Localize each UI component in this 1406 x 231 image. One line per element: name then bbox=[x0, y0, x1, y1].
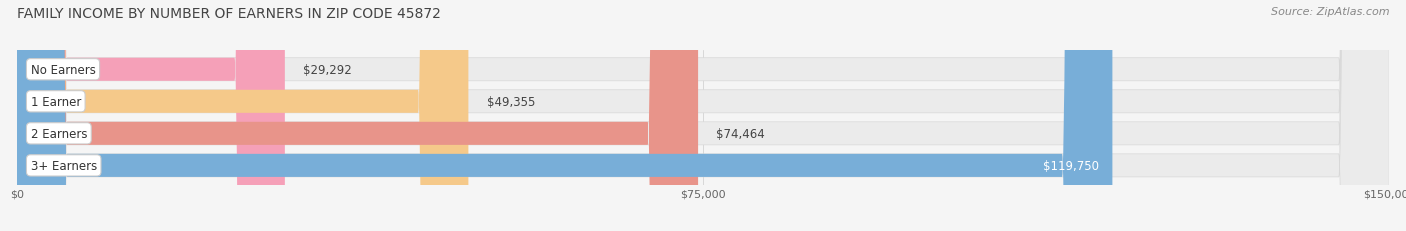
Text: Source: ZipAtlas.com: Source: ZipAtlas.com bbox=[1271, 7, 1389, 17]
FancyBboxPatch shape bbox=[17, 0, 1389, 231]
FancyBboxPatch shape bbox=[17, 0, 1389, 231]
FancyBboxPatch shape bbox=[17, 0, 1389, 231]
FancyBboxPatch shape bbox=[17, 0, 699, 231]
Text: $119,750: $119,750 bbox=[1043, 159, 1098, 172]
Text: No Earners: No Earners bbox=[31, 64, 96, 76]
Text: 1 Earner: 1 Earner bbox=[31, 95, 82, 108]
FancyBboxPatch shape bbox=[17, 0, 1112, 231]
Text: 3+ Earners: 3+ Earners bbox=[31, 159, 97, 172]
FancyBboxPatch shape bbox=[17, 0, 468, 231]
FancyBboxPatch shape bbox=[17, 0, 285, 231]
Text: $74,464: $74,464 bbox=[717, 127, 765, 140]
Text: 2 Earners: 2 Earners bbox=[31, 127, 87, 140]
Text: $29,292: $29,292 bbox=[304, 64, 352, 76]
Text: FAMILY INCOME BY NUMBER OF EARNERS IN ZIP CODE 45872: FAMILY INCOME BY NUMBER OF EARNERS IN ZI… bbox=[17, 7, 440, 21]
FancyBboxPatch shape bbox=[17, 0, 1389, 231]
Text: $49,355: $49,355 bbox=[486, 95, 536, 108]
